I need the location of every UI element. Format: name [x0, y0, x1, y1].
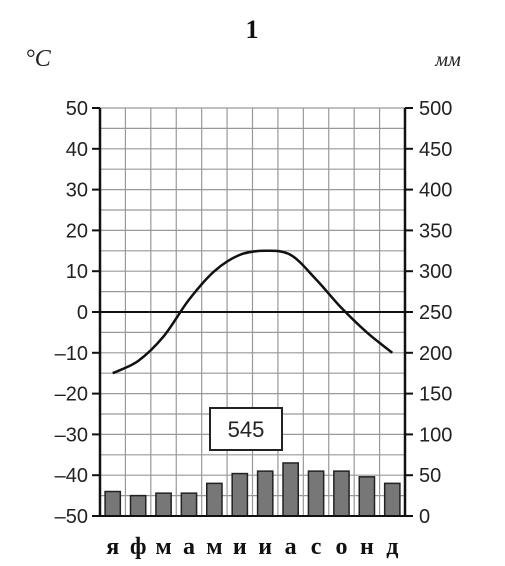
temperature-line-group	[112, 249, 394, 375]
left-axis-tick-label: –10	[55, 343, 88, 365]
month-label: а	[183, 534, 195, 560]
month-label: о	[335, 534, 347, 560]
right-axis-unit: мм	[434, 49, 461, 71]
precipitation-bar	[383, 482, 401, 517]
tick-labels: 50403020100–10–20–30–40–5050045040035030…	[55, 98, 453, 560]
precipitation-bar	[231, 472, 249, 517]
precipitation-bar	[206, 482, 223, 517]
right-axis-tick-label: 50	[419, 465, 441, 487]
annual-precipitation-value: 545	[228, 417, 265, 442]
right-axis-tick-label: 0	[419, 506, 430, 528]
precipitation-bar	[129, 494, 147, 517]
left-axis-tick-label: –30	[55, 424, 88, 446]
month-label: а	[285, 534, 297, 560]
left-axis-tick-label: –40	[55, 465, 88, 487]
right-axis-tick-label: 250	[419, 302, 452, 324]
chart-title: 1	[246, 15, 259, 44]
left-axis-tick-label: 10	[66, 261, 88, 283]
left-axis-tick-label: 20	[66, 220, 88, 242]
right-axis-tick-label: 300	[419, 261, 452, 283]
month-label: с	[311, 534, 322, 560]
precipitation-bar	[358, 476, 376, 517]
right-axis-tick-label: 100	[419, 424, 452, 446]
left-axis-tick-label: –20	[55, 384, 88, 406]
precipitation-bar	[256, 470, 274, 517]
temperature-line	[112, 249, 394, 375]
annual-precipitation-box: 545	[209, 407, 283, 451]
right-axis-tick-label: 150	[419, 384, 452, 406]
precipitation-bar	[333, 470, 350, 517]
month-label: я	[106, 534, 119, 560]
month-label: м	[206, 534, 222, 560]
precipitation-bar	[282, 462, 299, 517]
left-axis-tick-label: 0	[77, 302, 88, 324]
month-label: д	[386, 534, 398, 560]
right-axis-tick-label: 400	[419, 180, 452, 202]
left-axis-tick-label: 30	[66, 180, 88, 202]
precipitation-bars	[104, 462, 401, 517]
right-axis-tick-label: 350	[419, 220, 452, 242]
axes	[92, 107, 413, 517]
right-axis-tick-label: 500	[419, 98, 452, 120]
left-axis-tick-label: –50	[55, 506, 88, 528]
right-axis-tick-label: 450	[419, 139, 452, 161]
left-axis-tick-label: 50	[66, 98, 88, 120]
left-axis-unit: °C	[25, 46, 52, 72]
precipitation-bar	[307, 470, 325, 517]
month-label: м	[155, 534, 171, 560]
precipitation-bar	[155, 492, 172, 517]
precipitation-bar	[180, 492, 198, 517]
month-label: и	[233, 534, 247, 560]
month-label: и	[258, 534, 272, 560]
right-axis-tick-label: 200	[419, 343, 452, 365]
month-label: н	[360, 534, 374, 560]
month-label: ф	[130, 534, 147, 560]
precipitation-bar	[104, 490, 122, 517]
left-axis-tick-label: 40	[66, 139, 88, 161]
